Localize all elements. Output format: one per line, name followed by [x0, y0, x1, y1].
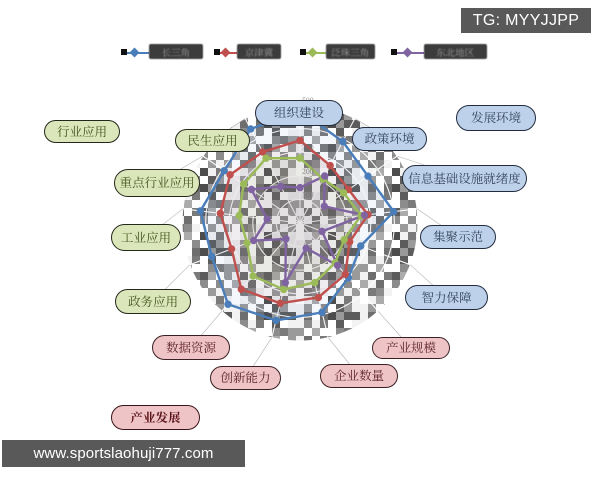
- svg-text:300: 300: [302, 143, 314, 153]
- svg-text:100: 100: [302, 190, 314, 200]
- svg-text:200: 200: [302, 167, 314, 177]
